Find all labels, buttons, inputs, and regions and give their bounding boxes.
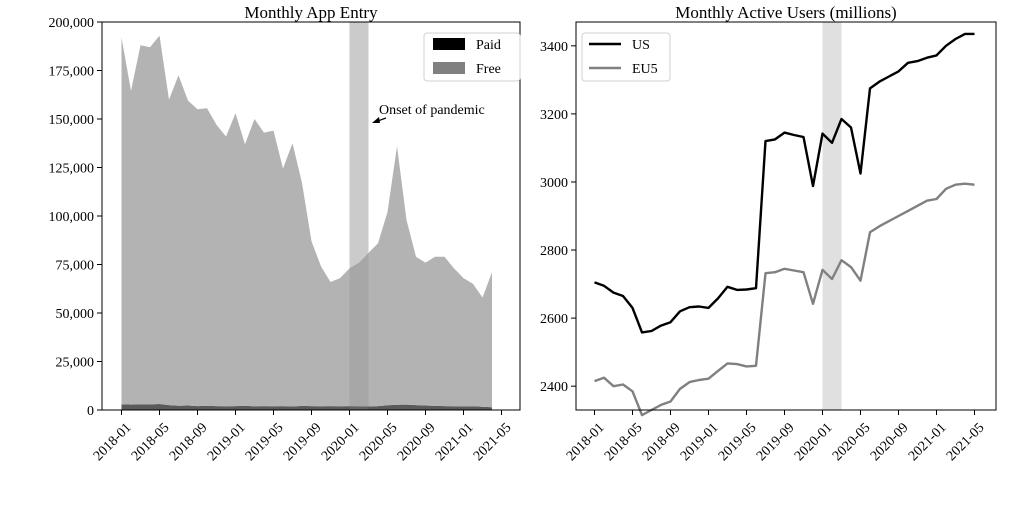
- pandemic-shade-overlay: [349, 22, 369, 410]
- x-tick-label: 2021-01: [433, 420, 477, 464]
- legend-label-free: Free: [476, 62, 501, 77]
- x-tick-label: 2020-01: [792, 420, 836, 464]
- x-tick-label: 2018-05: [602, 420, 646, 464]
- area-free: [121, 35, 492, 408]
- y-tick-label: 75,000: [56, 259, 95, 274]
- area-paid: [121, 404, 492, 410]
- legend-label-eu5: EU5: [632, 62, 658, 77]
- x-tick-label: 2018-09: [167, 420, 211, 464]
- y-tick-label: 200,000: [49, 16, 95, 31]
- monthly-active-users-chart: 2400260028003000320034002018-012018-0520…: [540, 3, 997, 464]
- y-tick-label: 50,000: [56, 307, 95, 322]
- annotation-arrow-head: [372, 117, 380, 123]
- chart-title: Monthly Active Users (millions): [675, 3, 896, 22]
- x-tick-label: 2018-01: [564, 420, 608, 464]
- app-entry-chart: 0 25,000 50,000 75,000 100,000 125,000 150,000…: [49, 3, 521, 464]
- y-tick-label: 100,000: [49, 210, 95, 225]
- pandemic-shade-region: [822, 22, 842, 410]
- x-tick-label: 2019-01: [678, 420, 722, 464]
- y-tick-label: 3000: [540, 176, 568, 191]
- x-tick-label: 2020-09: [868, 420, 912, 464]
- x-tick-label: 2020-05: [830, 420, 874, 464]
- y-tick-label: 2400: [540, 380, 568, 395]
- y-tick-label: 3200: [540, 108, 568, 123]
- y-tick-label: 3400: [540, 40, 568, 55]
- plot-frame: [101, 21, 521, 411]
- legend-label-us: US: [632, 38, 650, 53]
- y-tick-label: 150,000: [49, 113, 95, 128]
- legend-swatch-paid: [433, 38, 465, 50]
- x-tick-label: 2021-05: [471, 420, 515, 464]
- x-tick-label: 2018-05: [129, 420, 173, 464]
- x-tick-label: 2019-01: [205, 420, 249, 464]
- y-tick-label: 25,000: [56, 356, 95, 371]
- line-series-group: [594, 32, 975, 417]
- x-tick-label: 2019-09: [754, 420, 798, 464]
- legend: US EU5: [581, 32, 671, 82]
- x-tick-label: 2019-05: [716, 420, 760, 464]
- x-tick-label: 2021-01: [906, 420, 950, 464]
- y-tick-label: 0: [87, 404, 94, 419]
- plot-frame: [575, 21, 997, 411]
- x-tick-label: 2019-09: [281, 420, 325, 464]
- y-tick-label: 2800: [540, 244, 568, 259]
- x-tick-label: 2020-09: [395, 420, 439, 464]
- line-eu5: [594, 182, 975, 417]
- legend: Paid Free: [423, 32, 521, 82]
- y-tick-label: 2600: [540, 312, 568, 327]
- axis-ticks-group: 2400260028003000320034002018-012018-0520…: [540, 40, 988, 464]
- legend-swatch-free: [433, 62, 465, 74]
- y-tick-label: 175,000: [49, 65, 95, 80]
- x-tick-label: 2020-05: [357, 420, 401, 464]
- legend-label-paid: Paid: [476, 38, 501, 53]
- x-tick-label: 2018-01: [91, 420, 135, 464]
- x-tick-label: 2021-05: [944, 420, 988, 464]
- x-tick-label: 2020-01: [319, 420, 363, 464]
- chart-title: Monthly App Entry: [244, 3, 378, 22]
- y-tick-label: 125,000: [49, 162, 95, 177]
- annotation-text: Onset of pandemic: [379, 103, 485, 118]
- pandemic-annotation: Onset of pandemic: [372, 103, 485, 123]
- x-tick-label: 2019-05: [243, 420, 287, 464]
- x-tick-label: 2018-09: [640, 420, 684, 464]
- area-series-group: [121, 22, 492, 410]
- line-us: [594, 32, 975, 334]
